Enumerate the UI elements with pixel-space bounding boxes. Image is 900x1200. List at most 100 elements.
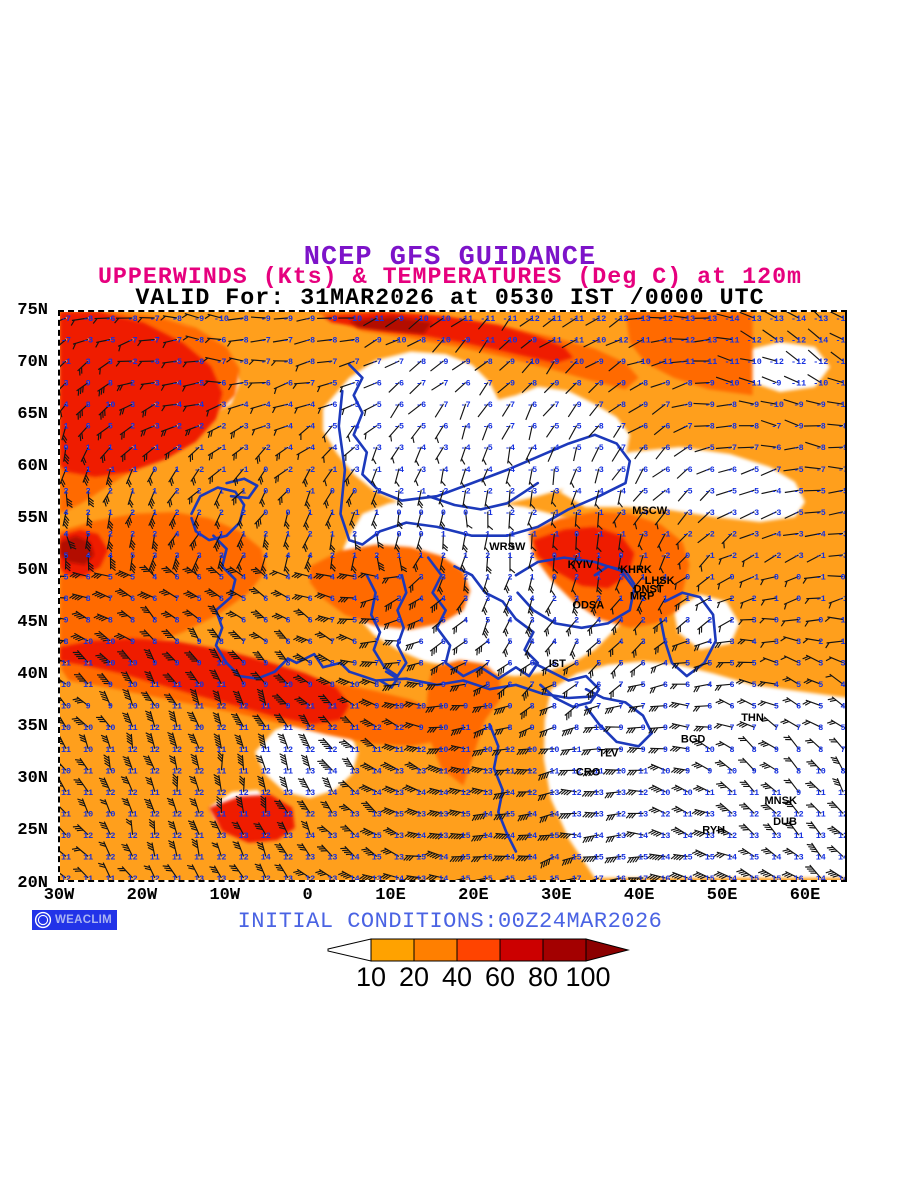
svg-text:-11: -11 bbox=[791, 379, 806, 389]
svg-text:3: 3 bbox=[419, 573, 424, 583]
svg-text:12: 12 bbox=[172, 766, 182, 776]
svg-text:-6: -6 bbox=[660, 465, 670, 475]
svg-text:14: 14 bbox=[261, 853, 271, 863]
svg-text:2: 2 bbox=[130, 508, 135, 518]
svg-text:7: 7 bbox=[374, 637, 379, 647]
svg-text:6: 6 bbox=[285, 637, 290, 647]
svg-text:-14: -14 bbox=[724, 314, 739, 324]
svg-text:-3: -3 bbox=[727, 508, 737, 518]
svg-text:-12: -12 bbox=[525, 314, 540, 324]
svg-text:-10: -10 bbox=[835, 400, 847, 410]
svg-text:-12: -12 bbox=[791, 357, 806, 367]
svg-text:11: 11 bbox=[705, 788, 715, 798]
svg-text:8: 8 bbox=[530, 702, 535, 712]
svg-text:10: 10 bbox=[105, 659, 115, 669]
svg-text:12: 12 bbox=[239, 853, 249, 863]
svg-text:2: 2 bbox=[63, 486, 68, 496]
svg-text:-10: -10 bbox=[591, 336, 606, 346]
svg-text:-1: -1 bbox=[749, 573, 759, 583]
svg-text:9: 9 bbox=[574, 702, 579, 712]
svg-text:2: 2 bbox=[174, 486, 179, 496]
svg-text:8: 8 bbox=[685, 745, 690, 755]
svg-text:5: 5 bbox=[796, 680, 801, 690]
svg-text:MRP: MRP bbox=[630, 590, 654, 602]
svg-text:-11: -11 bbox=[547, 314, 562, 324]
svg-text:4: 4 bbox=[530, 594, 535, 604]
svg-text:13: 13 bbox=[216, 831, 226, 841]
svg-text:6: 6 bbox=[374, 616, 379, 626]
svg-text:11: 11 bbox=[172, 853, 182, 863]
svg-text:-11: -11 bbox=[724, 336, 739, 346]
svg-text:-1: -1 bbox=[616, 529, 626, 539]
svg-text:15: 15 bbox=[394, 809, 404, 819]
svg-text:15: 15 bbox=[705, 853, 715, 863]
svg-text:10: 10 bbox=[438, 702, 448, 712]
svg-text:2: 2 bbox=[574, 616, 579, 626]
svg-text:2: 2 bbox=[530, 551, 535, 561]
svg-text:-9: -9 bbox=[261, 314, 271, 324]
svg-text:1: 1 bbox=[241, 486, 246, 496]
svg-text:7: 7 bbox=[174, 594, 179, 604]
svg-text:-12: -12 bbox=[813, 357, 828, 367]
svg-text:7: 7 bbox=[463, 680, 468, 690]
svg-text:12: 12 bbox=[128, 788, 138, 798]
svg-text:-3: -3 bbox=[572, 465, 582, 475]
svg-text:12: 12 bbox=[216, 853, 226, 863]
svg-text:-9: -9 bbox=[461, 357, 471, 367]
svg-text:11: 11 bbox=[150, 853, 160, 863]
svg-text:4: 4 bbox=[352, 594, 357, 604]
svg-text:13: 13 bbox=[438, 809, 448, 819]
svg-text:12: 12 bbox=[527, 766, 537, 776]
svg-text:-1: -1 bbox=[150, 443, 160, 453]
svg-text:3: 3 bbox=[729, 637, 734, 647]
svg-text:11: 11 bbox=[105, 874, 115, 882]
svg-text:14: 14 bbox=[394, 874, 404, 882]
svg-text:10: 10 bbox=[416, 702, 426, 712]
svg-text:5: 5 bbox=[774, 702, 779, 712]
svg-text:8: 8 bbox=[574, 723, 579, 733]
svg-text:0: 0 bbox=[729, 573, 734, 583]
svg-text:14: 14 bbox=[416, 831, 426, 841]
svg-text:12: 12 bbox=[660, 809, 670, 819]
svg-text:-6: -6 bbox=[660, 422, 670, 432]
svg-text:6: 6 bbox=[308, 637, 313, 647]
svg-text:60: 60 bbox=[485, 962, 515, 992]
svg-text:1: 1 bbox=[374, 508, 379, 518]
svg-text:1: 1 bbox=[840, 637, 845, 647]
svg-text:6: 6 bbox=[285, 616, 290, 626]
svg-text:-3: -3 bbox=[771, 508, 781, 518]
svg-text:0: 0 bbox=[352, 486, 357, 496]
svg-text:0: 0 bbox=[774, 616, 779, 626]
svg-text:ODSA: ODSA bbox=[572, 600, 604, 612]
svg-text:12: 12 bbox=[283, 853, 293, 863]
svg-text:0: 0 bbox=[840, 573, 845, 583]
svg-text:-6: -6 bbox=[771, 443, 781, 453]
svg-text:-4: -4 bbox=[771, 486, 781, 496]
svg-text:15: 15 bbox=[594, 853, 604, 863]
svg-text:13: 13 bbox=[394, 831, 404, 841]
svg-text:14: 14 bbox=[527, 831, 537, 841]
svg-text:1: 1 bbox=[463, 551, 468, 561]
svg-text:3: 3 bbox=[818, 659, 823, 669]
svg-text:15: 15 bbox=[461, 809, 471, 819]
svg-text:-9: -9 bbox=[838, 443, 847, 453]
svg-text:17: 17 bbox=[594, 874, 604, 882]
svg-text:3: 3 bbox=[197, 551, 202, 561]
svg-text:-9: -9 bbox=[749, 400, 759, 410]
svg-text:5: 5 bbox=[63, 551, 68, 561]
svg-text:2: 2 bbox=[86, 508, 91, 518]
svg-text:12: 12 bbox=[61, 874, 71, 882]
svg-text:10: 10 bbox=[83, 723, 93, 733]
svg-text:-11: -11 bbox=[680, 357, 695, 367]
svg-text:-5: -5 bbox=[239, 379, 249, 389]
svg-text:6: 6 bbox=[530, 659, 535, 669]
svg-text:RYH: RYH bbox=[702, 824, 725, 836]
svg-text:10: 10 bbox=[105, 809, 115, 819]
svg-text:6: 6 bbox=[308, 616, 313, 626]
svg-text:1: 1 bbox=[396, 551, 401, 561]
svg-text:-7: -7 bbox=[771, 465, 781, 475]
svg-text:2: 2 bbox=[197, 486, 202, 496]
svg-text:12: 12 bbox=[194, 766, 204, 776]
svg-text:11: 11 bbox=[239, 745, 249, 755]
svg-text:12: 12 bbox=[283, 809, 293, 819]
